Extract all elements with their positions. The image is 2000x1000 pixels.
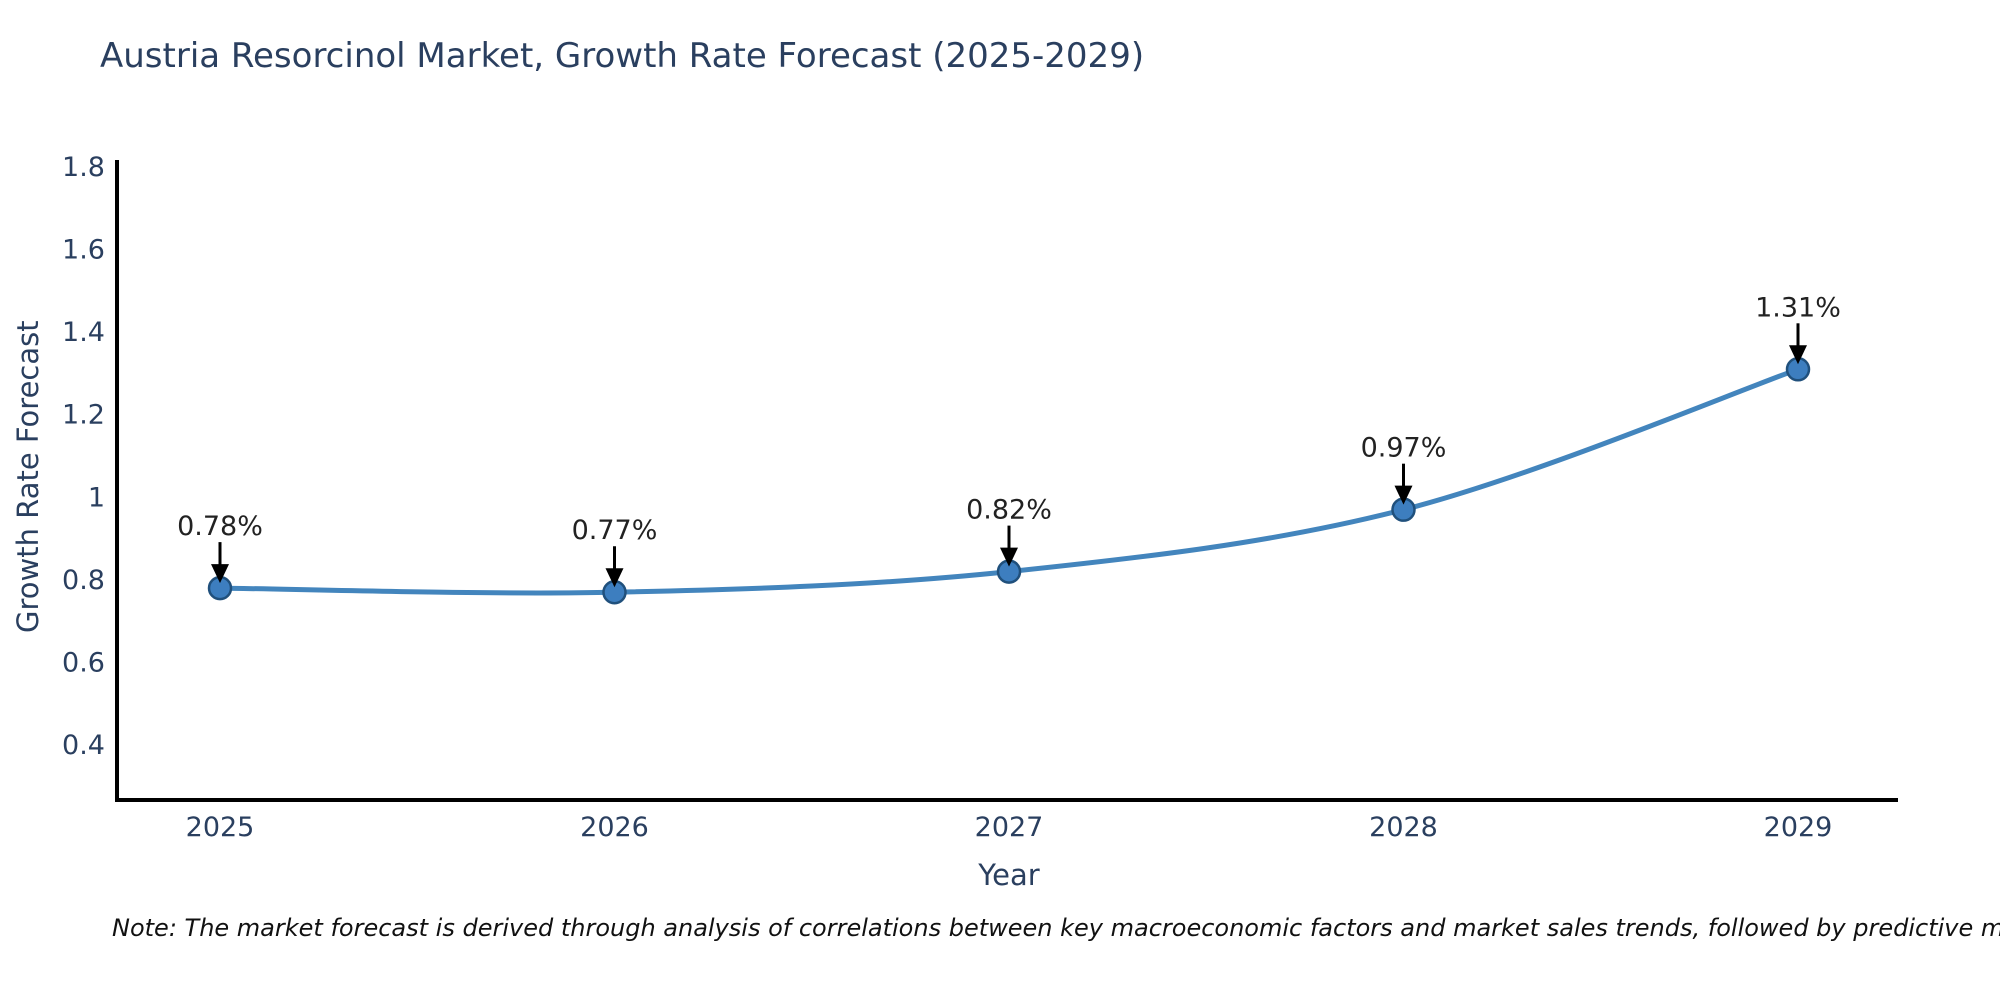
- point-value-label: 0.77%: [572, 515, 658, 546]
- annotation-arrowhead: [1000, 547, 1018, 567]
- x-tick-label: 2029: [1764, 812, 1833, 843]
- point-value-label: 0.82%: [966, 495, 1052, 526]
- annotation-arrowhead: [1789, 345, 1807, 365]
- point-value-label: 0.78%: [177, 511, 263, 542]
- annotation-arrowhead: [605, 568, 624, 588]
- x-tick-label: 2028: [1369, 812, 1438, 843]
- y-tick-label: 0.4: [62, 730, 105, 761]
- chart-title: Austria Resorcinol Market, Growth Rate F…: [100, 36, 1145, 76]
- y-tick-label: 1.8: [62, 152, 105, 183]
- point-value-label: 0.97%: [1361, 433, 1447, 464]
- point-value-label: 1.31%: [1755, 292, 1841, 323]
- annotation-arrowhead: [1394, 485, 1413, 505]
- y-tick-label: 1.6: [62, 235, 105, 266]
- y-tick-label: 0.8: [62, 565, 105, 596]
- annotation-arrowhead: [211, 564, 229, 584]
- x-tick-label: 2026: [580, 812, 649, 843]
- y-tick-label: 1.2: [62, 400, 105, 431]
- y-tick-label: 1: [88, 482, 105, 513]
- x-tick-label: 2025: [186, 812, 255, 843]
- x-axis-title: Year: [978, 858, 1040, 892]
- y-tick-label: 1.4: [62, 317, 105, 348]
- x-tick-label: 2027: [975, 812, 1044, 843]
- y-tick-label: 0.6: [62, 647, 105, 678]
- footnote: Note: The market forecast is derived thr…: [112, 914, 2000, 942]
